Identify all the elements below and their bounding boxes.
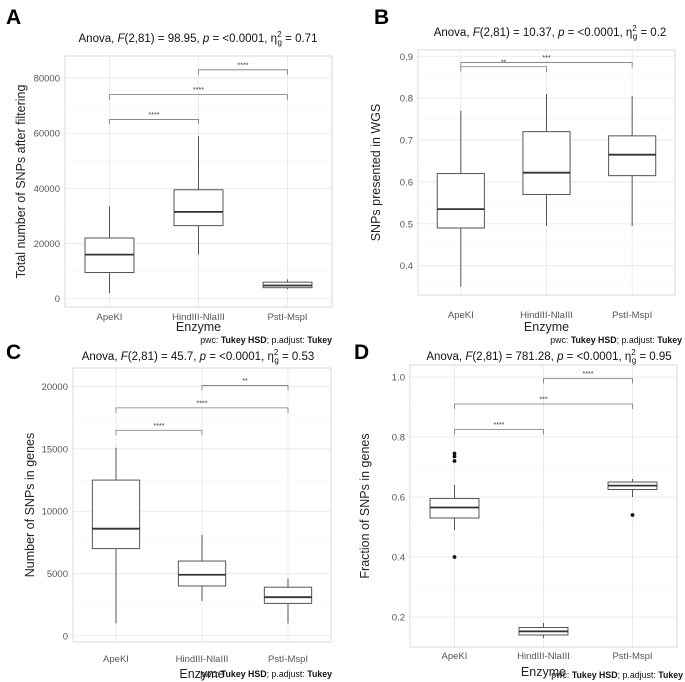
outlier-point bbox=[452, 555, 457, 559]
chart-panel-a: A Anova, F(2,81) = 98.95, p = <0.0001, η2… bbox=[6, 6, 333, 345]
significance-label: **** bbox=[197, 400, 208, 407]
y-tick-label: 0.8 bbox=[400, 94, 413, 105]
significance-bracket bbox=[115, 429, 203, 436]
y-tick-label: 1.0 bbox=[392, 373, 405, 384]
stats-title: Anova, F(2,81) = 10.37, p = <0.0001, η2 g… bbox=[434, 24, 667, 41]
x-tick-label: HindIII-NlaIII bbox=[176, 654, 229, 665]
y-tick-label: 5000 bbox=[47, 569, 68, 580]
y-tick-label: 0 bbox=[63, 631, 68, 642]
significance-label: **** bbox=[149, 112, 160, 119]
x-tick-label: ApeKI bbox=[442, 651, 468, 662]
panel-c: C Anova, F(2,81) = 45.7, p = <0.0001, η2 g… bbox=[0, 341, 342, 682]
box-apeki bbox=[436, 173, 485, 229]
box-hindiii-nlaiii bbox=[177, 560, 227, 587]
x-tick-label: HindIII-NlaIII bbox=[172, 312, 225, 323]
x-axis-title: Enzyme bbox=[179, 667, 224, 681]
y-tick-label: 0.8 bbox=[392, 433, 405, 444]
panel-d: D Anova, F(2,81) = 781.28, p = <0.0001, η… bbox=[342, 341, 685, 682]
significance-bracket bbox=[109, 94, 288, 100]
y-tick-label: 0.2 bbox=[392, 613, 405, 624]
box-psti-mspi bbox=[608, 135, 657, 177]
significance-label: *** bbox=[542, 55, 550, 62]
x-tick-label: PstI-MspI bbox=[612, 651, 652, 662]
y-tick-label: 0.9 bbox=[400, 52, 413, 63]
pwc-caption: pwc: Tukey HSD; p.adjust: Tukey bbox=[200, 669, 332, 679]
x-tick-label: PstI-MspI bbox=[267, 312, 307, 323]
y-tick-label: 0.6 bbox=[392, 493, 405, 504]
y-axis-title: Number of SNPs in genes bbox=[23, 433, 37, 578]
x-tick-label: HindIII-NlaIII bbox=[520, 310, 573, 321]
x-tick-label: PstI-MspI bbox=[612, 310, 652, 321]
stats-title: Anova, F(2,81) = 781.28, p = <0.0001, η2… bbox=[426, 348, 671, 365]
y-tick-label: 80000 bbox=[34, 74, 60, 85]
y-tick-label: 20000 bbox=[42, 382, 68, 393]
pwc-caption: pwc: Tukey HSD; p.adjust: Tukey bbox=[551, 670, 683, 680]
significance-bracket bbox=[109, 119, 199, 125]
y-tick-label: 0.4 bbox=[400, 261, 413, 272]
x-axis-title: Enzyme bbox=[521, 665, 566, 679]
panel-letter: A bbox=[6, 6, 21, 29]
box-hindiii-nlaiii bbox=[173, 189, 224, 227]
significance-label: **** bbox=[583, 371, 594, 378]
significance-label: **** bbox=[193, 87, 204, 94]
panel-b: B Anova, F(2,81) = 10.37, p = <0.0001, η2… bbox=[342, 0, 685, 345]
significance-label: *** bbox=[539, 397, 547, 404]
significance-bracket bbox=[454, 429, 544, 435]
panel-letter: D bbox=[354, 341, 369, 364]
x-axis-title: Enzyme bbox=[524, 320, 569, 334]
y-tick-label: 40000 bbox=[34, 184, 60, 195]
pwc-caption: pwc: Tukey HSD; p.adjust: Tukey bbox=[200, 335, 332, 345]
y-tick-label: 15000 bbox=[42, 444, 68, 455]
chart-panel-b: B Anova, F(2,81) = 10.37, p = <0.0001, η2… bbox=[369, 6, 682, 345]
y-tick-label: 0.7 bbox=[400, 136, 413, 147]
significance-label: **** bbox=[154, 423, 165, 430]
y-axis-title: Fraction of SNPs in genes bbox=[358, 433, 372, 578]
significance-bracket bbox=[198, 69, 288, 75]
chart-panel-c: C Anova, F(2,81) = 45.7, p = <0.0001, η2 g… bbox=[6, 341, 332, 681]
stats-title: Anova, F(2,81) = 98.95, p = <0.0001, η2 g… bbox=[79, 30, 318, 47]
significance-label: ** bbox=[242, 378, 248, 385]
significance-label: **** bbox=[494, 422, 505, 429]
significance-bracket bbox=[454, 403, 633, 409]
significance-bracket bbox=[460, 62, 633, 68]
x-tick-label: ApeKI bbox=[103, 654, 129, 665]
x-tick-label: PstI-MspI bbox=[268, 654, 308, 665]
significance-bracket bbox=[201, 385, 289, 391]
box-psti-mspi bbox=[263, 586, 313, 604]
x-tick-label: HindIII-NlaIII bbox=[517, 651, 570, 662]
y-tick-label: 20000 bbox=[34, 239, 60, 250]
outlier-point bbox=[452, 451, 457, 456]
box-hindiii-nlaiii bbox=[522, 131, 571, 195]
y-tick-label: 0.4 bbox=[392, 553, 405, 564]
stats-title: Anova, F(2,81) = 45.7, p = <0.0001, η2 g … bbox=[82, 348, 315, 365]
y-tick-label: 0.6 bbox=[400, 177, 413, 188]
outlier-point bbox=[452, 459, 457, 463]
y-tick-label: 10000 bbox=[42, 507, 68, 518]
significance-bracket bbox=[115, 407, 289, 413]
panel-letter: B bbox=[374, 6, 389, 29]
x-tick-label: ApeKI bbox=[448, 310, 474, 321]
chart-panel-d: D Anova, F(2,81) = 781.28, p = <0.0001, η… bbox=[354, 341, 683, 680]
y-tick-label: 0 bbox=[55, 294, 60, 305]
panel-letter: C bbox=[6, 341, 21, 364]
outlier-point bbox=[452, 454, 457, 459]
y-tick-label: 60000 bbox=[34, 129, 60, 140]
box-apeki bbox=[91, 479, 141, 550]
y-axis-title: Total number of SNPs after filtering bbox=[14, 85, 28, 279]
significance-label: **** bbox=[238, 62, 249, 69]
y-axis-title: SNPs presented in WGS bbox=[369, 104, 383, 242]
x-tick-label: ApeKI bbox=[97, 312, 123, 323]
y-tick-label: 0.5 bbox=[400, 219, 413, 230]
significance-bracket bbox=[460, 66, 547, 72]
outlier-point bbox=[630, 513, 635, 517]
pwc-caption: pwc: Tukey HSD; p.adjust: Tukey bbox=[550, 335, 682, 345]
significance-bracket bbox=[543, 378, 633, 384]
panel-a: A Anova, F(2,81) = 98.95, p = <0.0001, η2… bbox=[0, 0, 342, 345]
x-axis-title: Enzyme bbox=[176, 320, 221, 334]
